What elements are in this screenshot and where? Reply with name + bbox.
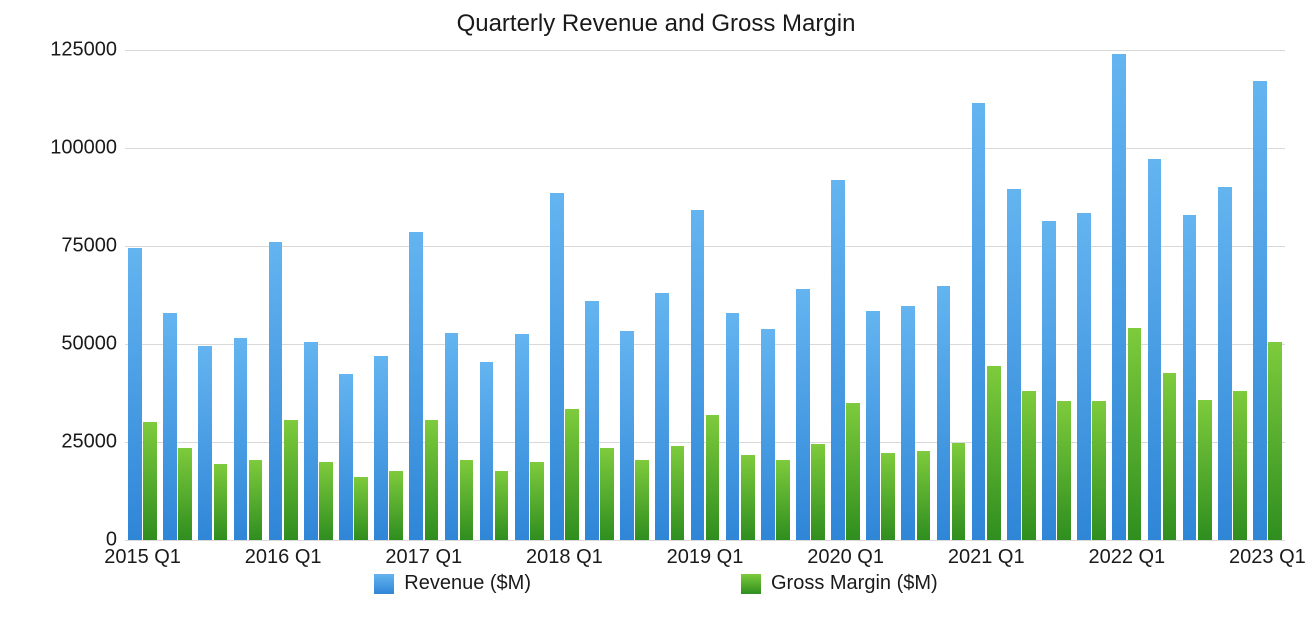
bar-revenue [901, 306, 915, 540]
legend-swatch [374, 574, 394, 594]
bar-revenue [480, 362, 494, 540]
bar-gross-margin [425, 420, 439, 540]
bar-gross-margin [952, 443, 966, 540]
bar-revenue [339, 374, 353, 540]
bar-revenue [1148, 159, 1162, 540]
bar-gross-margin [1022, 391, 1036, 540]
bar-revenue [269, 242, 283, 540]
x-tick-label: 2018 Q1 [526, 546, 603, 569]
bar-gross-margin [706, 415, 720, 540]
x-tick-label: 2021 Q1 [948, 546, 1025, 569]
bar-revenue [163, 313, 177, 540]
bar-revenue [691, 210, 705, 540]
bar-revenue [796, 289, 810, 540]
x-tick-label: 2022 Q1 [1088, 546, 1165, 569]
bar-gross-margin [987, 366, 1001, 540]
bar-gross-margin [1128, 328, 1142, 540]
x-tick-label: 2017 Q1 [385, 546, 462, 569]
bar-gross-margin [249, 460, 263, 540]
bar-revenue [1218, 187, 1232, 540]
bar-revenue [234, 338, 248, 540]
bar-revenue [1007, 189, 1021, 540]
bar-revenue [198, 346, 212, 540]
legend-swatch [741, 574, 761, 594]
x-tick-label: 2019 Q1 [667, 546, 744, 569]
legend-revenue: Revenue ($M) [374, 572, 531, 595]
bar-gross-margin [319, 462, 333, 540]
bar-gross-margin [284, 420, 298, 540]
bar-revenue [761, 329, 775, 540]
y-tick-label: 25000 [61, 431, 117, 454]
bar-gross-margin [846, 403, 860, 540]
bar-revenue [445, 333, 459, 540]
bar-gross-margin [143, 422, 157, 540]
plot-area: 02500050000750001000001250002015 Q12016 … [125, 50, 1285, 540]
bar-gross-margin [1198, 400, 1212, 540]
bar-revenue [1183, 215, 1197, 540]
bar-gross-margin [811, 444, 825, 540]
bar-revenue [409, 232, 423, 540]
x-tick-label: 2016 Q1 [245, 546, 322, 569]
bar-revenue [374, 356, 388, 540]
bar-gross-margin [1233, 391, 1247, 540]
bars-layer [125, 50, 1285, 540]
x-tick-label: 2015 Q1 [104, 546, 181, 569]
chart-container: Quarterly Revenue and Gross Margin 02500… [0, 0, 1312, 627]
legend: Revenue ($M) Gross Margin ($M) [0, 572, 1312, 595]
bar-revenue [515, 334, 529, 540]
bar-gross-margin [530, 462, 544, 540]
bar-revenue [1253, 81, 1267, 540]
bar-revenue [585, 301, 599, 541]
bar-revenue [655, 293, 669, 540]
bar-gross-margin [776, 460, 790, 540]
bar-revenue [726, 313, 740, 540]
bar-gross-margin [354, 477, 368, 540]
bar-gross-margin [495, 471, 509, 540]
bar-gross-margin [1092, 401, 1106, 540]
y-tick-label: 100000 [50, 137, 117, 160]
bar-gross-margin [565, 409, 579, 540]
bar-revenue [620, 331, 634, 540]
bar-revenue [1042, 221, 1056, 540]
chart-title: Quarterly Revenue and Gross Margin [0, 10, 1312, 38]
y-tick-label: 75000 [61, 235, 117, 258]
bar-gross-margin [671, 446, 685, 540]
bar-gross-margin [635, 460, 649, 540]
bar-revenue [128, 248, 142, 540]
bar-gross-margin [741, 455, 755, 540]
legend-gross-margin: Gross Margin ($M) [741, 572, 938, 595]
legend-label: Gross Margin ($M) [771, 572, 938, 595]
bar-gross-margin [1163, 373, 1177, 540]
bar-gross-margin [389, 471, 403, 540]
bar-revenue [972, 103, 986, 540]
gridline [125, 540, 1285, 541]
bar-gross-margin [178, 448, 192, 540]
bar-revenue [831, 180, 845, 540]
bar-gross-margin [214, 464, 228, 540]
bar-revenue [937, 286, 951, 540]
bar-revenue [1077, 213, 1091, 540]
bar-revenue [1112, 54, 1126, 540]
bar-gross-margin [460, 460, 474, 540]
y-tick-label: 125000 [50, 39, 117, 62]
bar-gross-margin [1268, 342, 1282, 540]
bar-gross-margin [917, 451, 931, 540]
bar-gross-margin [1057, 401, 1071, 540]
legend-label: Revenue ($M) [404, 572, 531, 595]
y-tick-label: 50000 [61, 333, 117, 356]
x-tick-label: 2023 Q1 [1229, 546, 1306, 569]
bar-gross-margin [600, 448, 614, 540]
bar-revenue [304, 342, 318, 540]
bar-revenue [550, 193, 564, 540]
bar-gross-margin [881, 453, 895, 540]
x-tick-label: 2020 Q1 [807, 546, 884, 569]
bar-revenue [866, 311, 880, 540]
